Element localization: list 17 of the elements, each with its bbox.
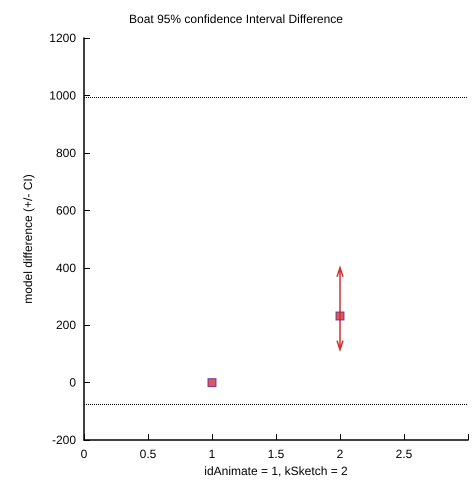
- x-axis-title: idAnimate = 1, kSketch = 2: [204, 464, 348, 478]
- x-tick-label: 2: [336, 447, 344, 462]
- x-tick-label: 0.5: [140, 447, 157, 462]
- y-tick-label: 800: [56, 146, 76, 160]
- x-tick-label: 2.5: [396, 447, 413, 462]
- y-tick-label: 1000: [49, 88, 76, 102]
- x-tick-label: 0: [80, 447, 88, 462]
- y-tick-label: 0: [69, 376, 76, 390]
- y-tick-label: 400: [56, 260, 76, 275]
- y-axis-title: model difference (+/- CI): [21, 174, 35, 304]
- y-tick-label: 1200: [49, 31, 76, 45]
- y-tick-label: -200: [52, 433, 76, 448]
- x-tick-label: 1.5: [268, 447, 285, 462]
- x-tick-label: 1: [208, 447, 216, 462]
- y-tick-label: 600: [56, 203, 76, 218]
- chart-title: Boat 95% confidence Interval Difference: [129, 12, 344, 26]
- y-tick-label: 200: [56, 318, 76, 332]
